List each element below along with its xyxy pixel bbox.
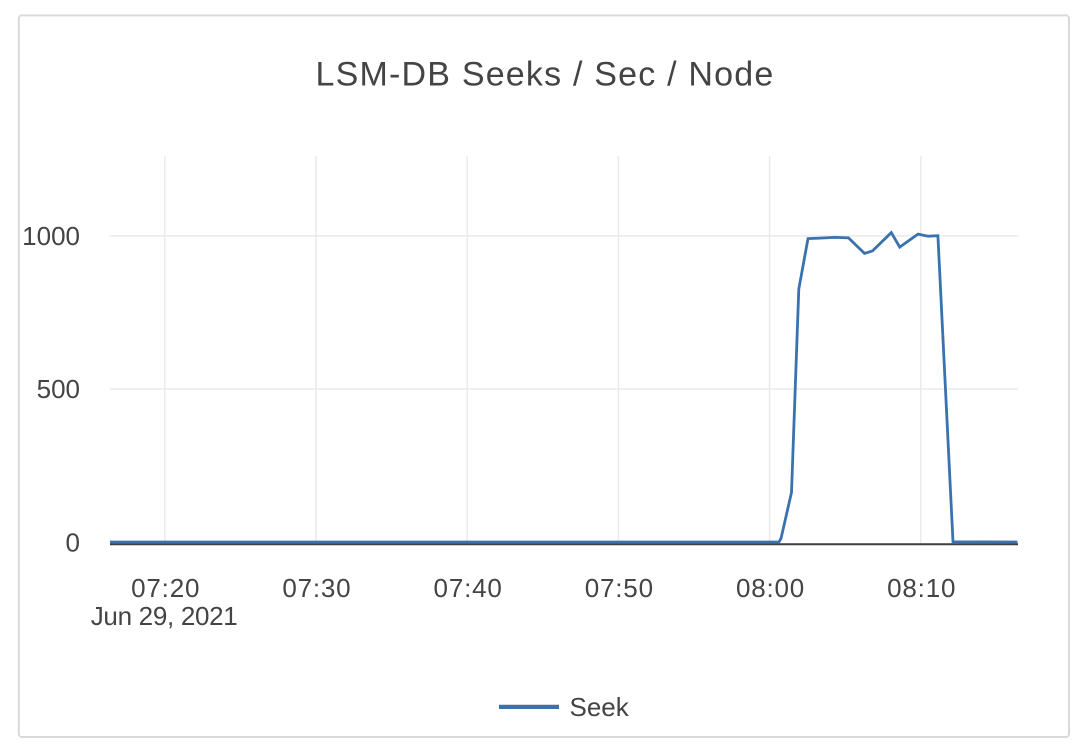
svg-text:0: 0 — [66, 527, 80, 557]
svg-text:08:10: 08:10 — [887, 573, 956, 603]
svg-text:Seek: Seek — [570, 692, 630, 722]
svg-text:500: 500 — [37, 374, 80, 404]
svg-text:07:40: 07:40 — [434, 573, 503, 603]
svg-text:LSM-DB Seeks / Sec / Node: LSM-DB Seeks / Sec / Node — [316, 56, 775, 94]
svg-text:08:00: 08:00 — [736, 573, 805, 603]
svg-text:Jun 29, 2021: Jun 29, 2021 — [91, 601, 238, 631]
svg-text:07:30: 07:30 — [282, 573, 351, 603]
svg-text:1000: 1000 — [22, 221, 80, 251]
svg-text:07:50: 07:50 — [585, 573, 654, 603]
svg-text:07:20: 07:20 — [131, 573, 200, 603]
